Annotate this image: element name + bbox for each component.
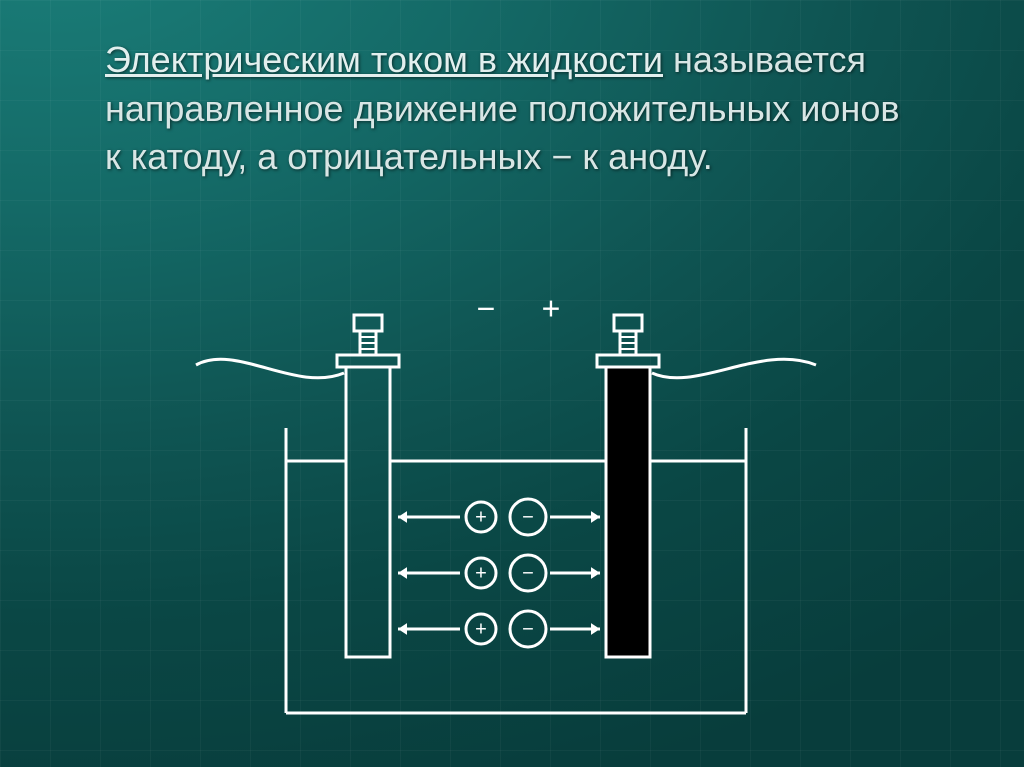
- svg-text:+: +: [475, 618, 487, 640]
- diagram-svg: −++−+−+−: [256, 303, 776, 723]
- title-underlined: Электрическим током в жидкости: [105, 39, 663, 80]
- svg-text:+: +: [475, 562, 487, 584]
- svg-text:−: −: [477, 290, 496, 326]
- svg-text:+: +: [475, 506, 487, 528]
- svg-text:−: −: [522, 562, 534, 584]
- electrolysis-diagram: −++−+−+−: [256, 303, 776, 723]
- svg-text:+: +: [542, 290, 561, 326]
- svg-text:−: −: [522, 506, 534, 528]
- slide: Электрическим током в жидкости называетс…: [0, 0, 1024, 767]
- svg-text:−: −: [522, 618, 534, 640]
- slide-title: Электрическим током в жидкости называетс…: [105, 36, 920, 182]
